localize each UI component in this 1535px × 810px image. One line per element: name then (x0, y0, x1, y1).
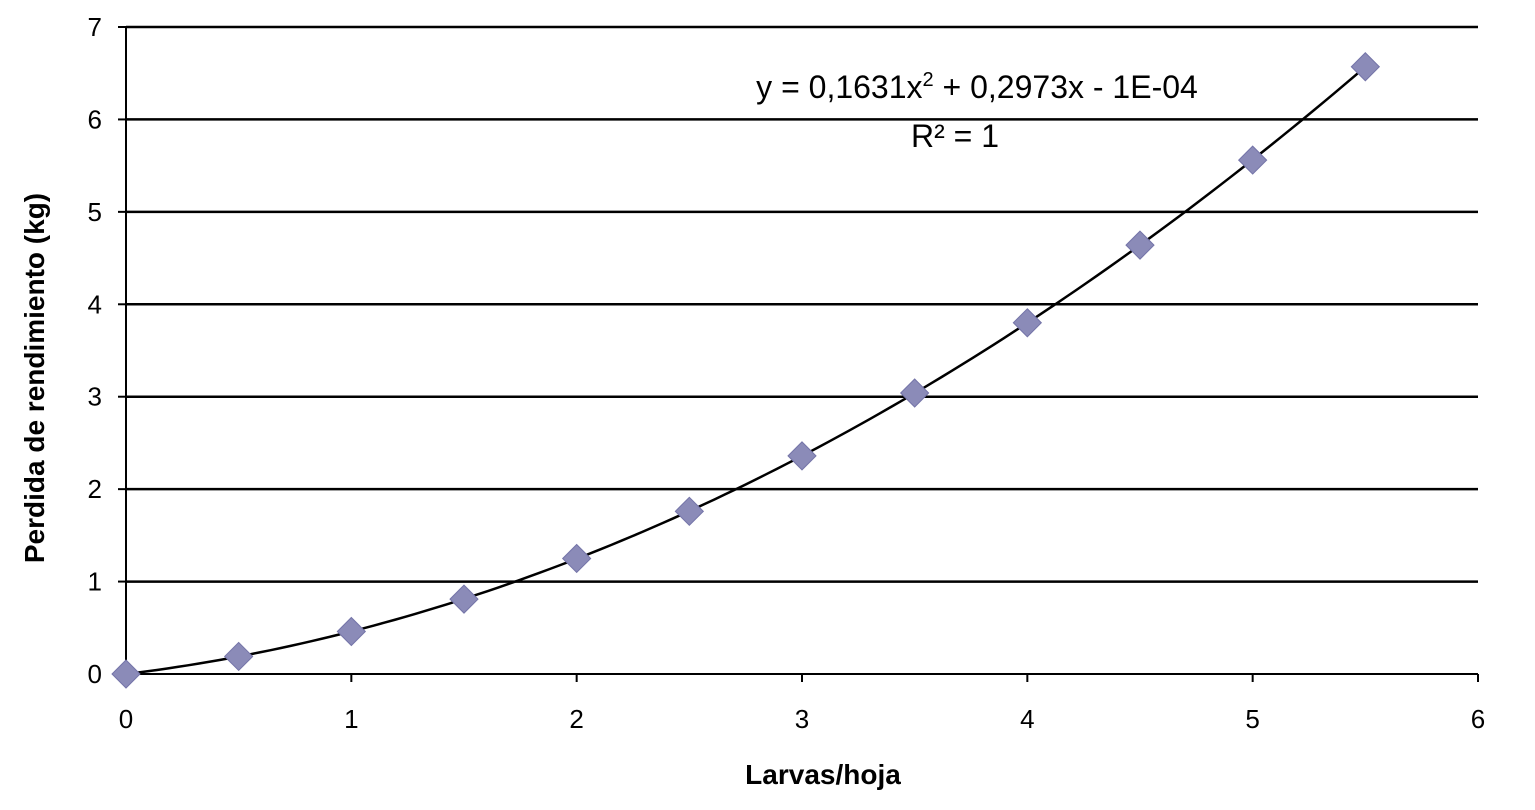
x-tick-label-0: 0 (119, 704, 133, 734)
y-tick-label-2: 2 (88, 474, 102, 504)
y-tick-label-0: 0 (88, 659, 102, 689)
data-points (111, 52, 1381, 689)
data-point-4 (561, 543, 592, 574)
x-axis-title: Larvas/hoja (745, 759, 901, 790)
x-tick-label-6: 6 (1471, 704, 1485, 734)
y-tick-label-1: 1 (88, 567, 102, 597)
y-tick-label-7: 7 (88, 12, 102, 42)
data-point-8 (1012, 308, 1043, 338)
data-point-9 (1125, 230, 1155, 260)
y-tick-label-6: 6 (88, 104, 102, 134)
trendline-curve (125, 65, 1367, 676)
data-point-0 (111, 659, 141, 689)
gridlines (126, 25, 1478, 583)
equation-main: y = 0,1631x (756, 69, 922, 105)
trendline (125, 65, 1367, 676)
data-point-2 (336, 616, 367, 647)
data-point-1 (223, 641, 254, 672)
equation-rest: + 0,2973x - 1E-04 (934, 69, 1198, 105)
trendline-equation: y = 0,1631x2 + 0,2973x - 1E-04 (756, 69, 1198, 105)
x-tick-label-3: 3 (795, 704, 809, 734)
y-tick-label-5: 5 (88, 197, 102, 227)
axes (118, 26, 1479, 682)
data-point-11 (1350, 52, 1381, 82)
trendline-r2: R² = 1 (911, 118, 999, 154)
data-point-10 (1237, 145, 1268, 175)
y-tick-label-3: 3 (88, 382, 102, 412)
data-point-6 (787, 441, 817, 471)
x-tick-label-5: 5 (1245, 704, 1259, 734)
data-point-5 (674, 496, 705, 527)
x-tick-label-2: 2 (569, 704, 583, 734)
x-tick-label-4: 4 (1020, 704, 1034, 734)
x-tick-label-1: 1 (344, 704, 358, 734)
tick-labels: 0 1 2 3 4 5 6 7 0 1 2 3 4 5 6 (88, 12, 1486, 734)
equation-exponent: 2 (923, 69, 934, 91)
y-axis-title: Perdida de rendimiento (kg) (19, 193, 50, 563)
y-tick-label-4: 4 (88, 289, 102, 319)
data-point-7 (899, 378, 930, 408)
data-point-3 (449, 584, 479, 614)
